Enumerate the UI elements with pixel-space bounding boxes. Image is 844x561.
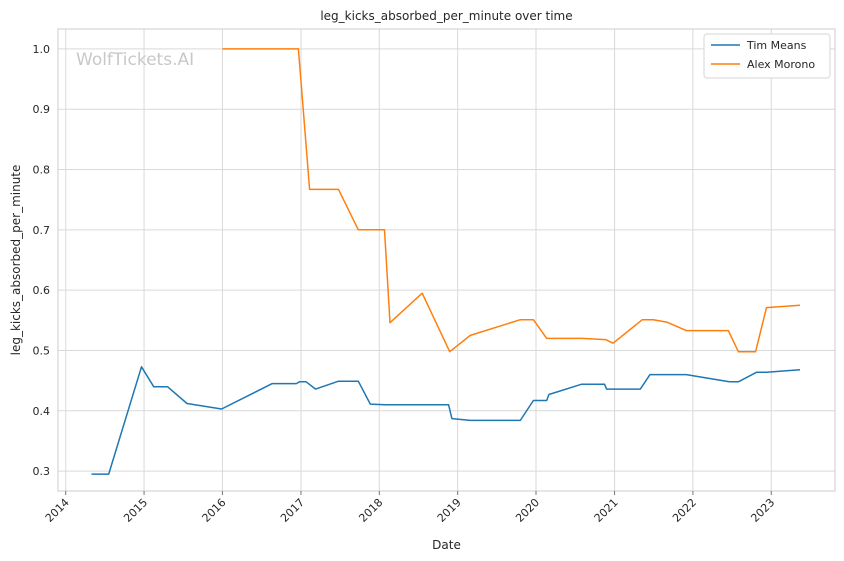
y-tick-label: 0.3: [33, 465, 51, 478]
legend: Tim Means Alex Morono: [703, 33, 831, 79]
x-tick-label: 2021: [592, 496, 621, 525]
series-lines: [91, 48, 801, 475]
x-tick-label: 2017: [278, 496, 307, 525]
x-tick-label: 2014: [43, 496, 72, 525]
y-tick-label: 0.9: [33, 103, 51, 116]
x-axis: 2014 2015 2016 2017 2018 2019 2020 2021 2022 2023: [43, 491, 777, 525]
series-line-alex-morono: [222, 48, 801, 353]
legend-label-tim-means: Tim Means: [746, 39, 807, 52]
y-tick-label: 0.6: [33, 284, 51, 297]
x-tick-label: 2019: [435, 496, 464, 525]
y-axis: 0.3 0.4 0.5 0.6 0.7 0.8 0.9 1.0: [33, 43, 51, 478]
legend-label-alex-morono: Alex Morono: [747, 58, 815, 71]
x-axis-label: Date: [432, 538, 461, 552]
watermark: WolfTickets.AI: [76, 50, 194, 70]
y-tick-label: 0.4: [33, 405, 51, 418]
y-tick-label: 1.0: [33, 43, 51, 56]
y-tick-label: 0.8: [33, 164, 51, 177]
x-tick-label: 2016: [200, 496, 229, 525]
y-tick-label: 0.5: [33, 344, 51, 357]
x-tick-label: 2022: [670, 496, 699, 525]
x-tick-label: 2023: [748, 496, 777, 525]
x-tick-label: 2015: [121, 496, 150, 525]
grid: [58, 29, 835, 491]
series-line-tim-means: [91, 366, 801, 475]
plot-frame: [57, 28, 836, 492]
plot-background: [58, 29, 835, 491]
chart-title: leg_kicks_absorbed_per_minute over time: [320, 9, 572, 23]
x-tick-label: 2020: [513, 496, 542, 525]
y-axis-label: leg_kicks_absorbed_per_minute: [9, 165, 23, 356]
x-tick-label: 2018: [356, 496, 385, 525]
y-tick-label: 0.7: [33, 224, 51, 237]
